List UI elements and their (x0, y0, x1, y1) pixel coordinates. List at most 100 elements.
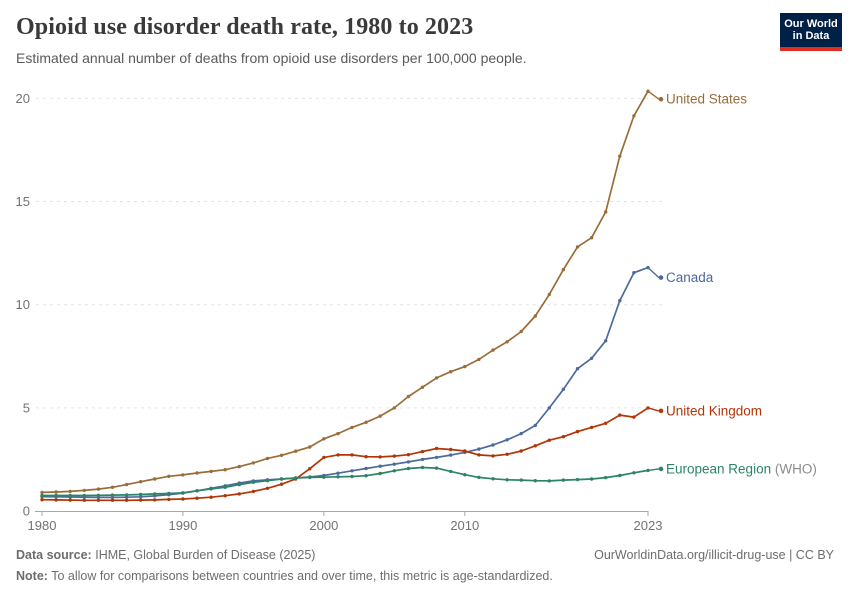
series-point-european-region-who (124, 493, 129, 497)
series-point-united-states (40, 490, 44, 495)
x-axis-tick-label: 2000 (309, 518, 338, 533)
series-line-canada[interactable] (41, 266, 649, 499)
series-point-canada (378, 464, 382, 468)
series-label-european-region-who[interactable]: European Region (WHO) (666, 461, 817, 476)
series-label-canada[interactable]: Canada (666, 270, 714, 285)
owid-logo[interactable]: Our World in Data (780, 13, 842, 51)
series-point-european-region-who (294, 476, 298, 480)
series-point-canada (406, 460, 411, 464)
series-point-united-states (124, 482, 129, 487)
series-point-united-states (350, 425, 354, 430)
x-axis-tick-label: 1990 (168, 518, 197, 533)
series-point-united-kingdom (40, 498, 44, 502)
series-point-united-states (322, 437, 326, 441)
page-subtitle: Estimated annual number of deaths from o… (16, 50, 527, 66)
series-point-european-region-who (589, 477, 594, 481)
series-point-united-states (477, 357, 481, 362)
series-point-united-states (68, 489, 72, 494)
series-point-united-states (420, 385, 425, 389)
series-point-united-kingdom (505, 452, 509, 456)
series-point-european-region-who (96, 493, 101, 497)
series-point-european-region-who (237, 482, 241, 487)
series-point-european-region-who (223, 485, 227, 489)
series-point-european-region-who (392, 469, 396, 473)
series-line-united-kingdom[interactable] (41, 407, 649, 502)
series-point-canada (491, 443, 495, 447)
series-point-united-kingdom (434, 446, 439, 451)
data-source-text[interactable]: IHME, Global Burden of Disease (2025) (95, 548, 316, 562)
series-point-united-states (575, 245, 580, 249)
series-point-canada (392, 462, 396, 466)
series-point-european-region-who (575, 477, 580, 482)
series-point-canada (589, 356, 594, 360)
series-point-european-region-who (279, 477, 284, 481)
series-point-united-kingdom (364, 455, 368, 459)
series-line-united-states[interactable] (41, 90, 649, 494)
series-point-united-kingdom (237, 492, 241, 496)
series-point-united-kingdom (96, 498, 101, 502)
series-point-united-kingdom (195, 496, 199, 500)
series-point-united-kingdom (392, 454, 396, 458)
series-point-canada (477, 447, 481, 451)
series-point-united-states (505, 340, 509, 344)
series-point-european-region-who (68, 493, 72, 498)
series-point-european-region-who (604, 475, 608, 480)
series-point-united-states (336, 431, 340, 436)
series-point-united-states (589, 236, 594, 240)
series-point-canada (350, 469, 354, 473)
series-line-european-region-who[interactable] (41, 466, 649, 497)
series-point-united-kingdom (265, 486, 270, 490)
series-point-united-states (308, 445, 312, 449)
series-point-united-kingdom (110, 498, 115, 502)
series-united-kingdom[interactable]: United Kingdom (40, 403, 762, 502)
series-point-united-kingdom (589, 425, 594, 430)
series-point-united-states (378, 414, 382, 418)
series-point-united-states (294, 449, 298, 453)
series-point-european-region-who (449, 469, 453, 474)
series-point-united-kingdom (378, 455, 382, 459)
series-point-european-region-who (153, 492, 157, 496)
series-european-region-who[interactable]: European Region (WHO) (40, 461, 817, 498)
series-label-leader-united-kingdom (647, 407, 660, 412)
chart-footer: Data source: IHME, Global Burden of Dise… (16, 545, 834, 587)
owid-link[interactable]: OurWorldinData.org/illicit-drug-use | CC… (594, 548, 834, 562)
y-axis-tick-label: 5 (23, 400, 30, 415)
series-point-european-region-who (82, 493, 87, 498)
series-label-dot-united-states (658, 96, 664, 102)
series-point-united-kingdom (350, 453, 354, 457)
series-point-canada (561, 387, 566, 391)
series-point-united-kingdom (463, 449, 467, 453)
series-label-united-states[interactable]: United States (666, 92, 747, 107)
series-point-european-region-who (420, 465, 425, 470)
series-point-united-kingdom (519, 449, 523, 453)
series-point-european-region-who (364, 474, 368, 478)
series-point-european-region-who (547, 479, 551, 483)
series-point-european-region-who (533, 479, 537, 483)
series-point-united-states (519, 329, 523, 334)
data-source-line: Data source: IHME, Global Burden of Dise… (16, 545, 834, 566)
series-point-united-kingdom (223, 494, 227, 498)
series-point-canada (434, 455, 439, 460)
series-label-leader-united-states (647, 90, 660, 100)
series-point-united-kingdom (618, 413, 622, 417)
y-axis-tick-label: 15 (16, 194, 30, 209)
series-label-united-kingdom[interactable]: United Kingdom (666, 403, 762, 418)
series-point-european-region-who (54, 493, 58, 498)
x-axis-tick-label: 2023 (634, 518, 663, 533)
series-point-united-states (195, 471, 199, 475)
x-axis-tick-label: 1980 (28, 518, 57, 533)
series-point-european-region-who (110, 493, 115, 497)
series-point-united-kingdom (420, 449, 425, 454)
series-united-states[interactable]: United States (40, 89, 747, 495)
series-point-european-region-who (378, 471, 382, 476)
series-point-european-region-who (139, 492, 143, 497)
series-point-european-region-who (434, 466, 439, 470)
owid-logo-line2: in Data (792, 30, 830, 42)
series-label-leader-canada (647, 267, 660, 279)
series-point-united-states (561, 267, 566, 272)
series-canada[interactable]: Canada (40, 265, 714, 500)
series-point-united-kingdom (153, 498, 157, 502)
data-source-label: Data source: (16, 548, 92, 562)
series-point-european-region-who (406, 466, 411, 471)
series-point-european-region-who (632, 471, 636, 475)
